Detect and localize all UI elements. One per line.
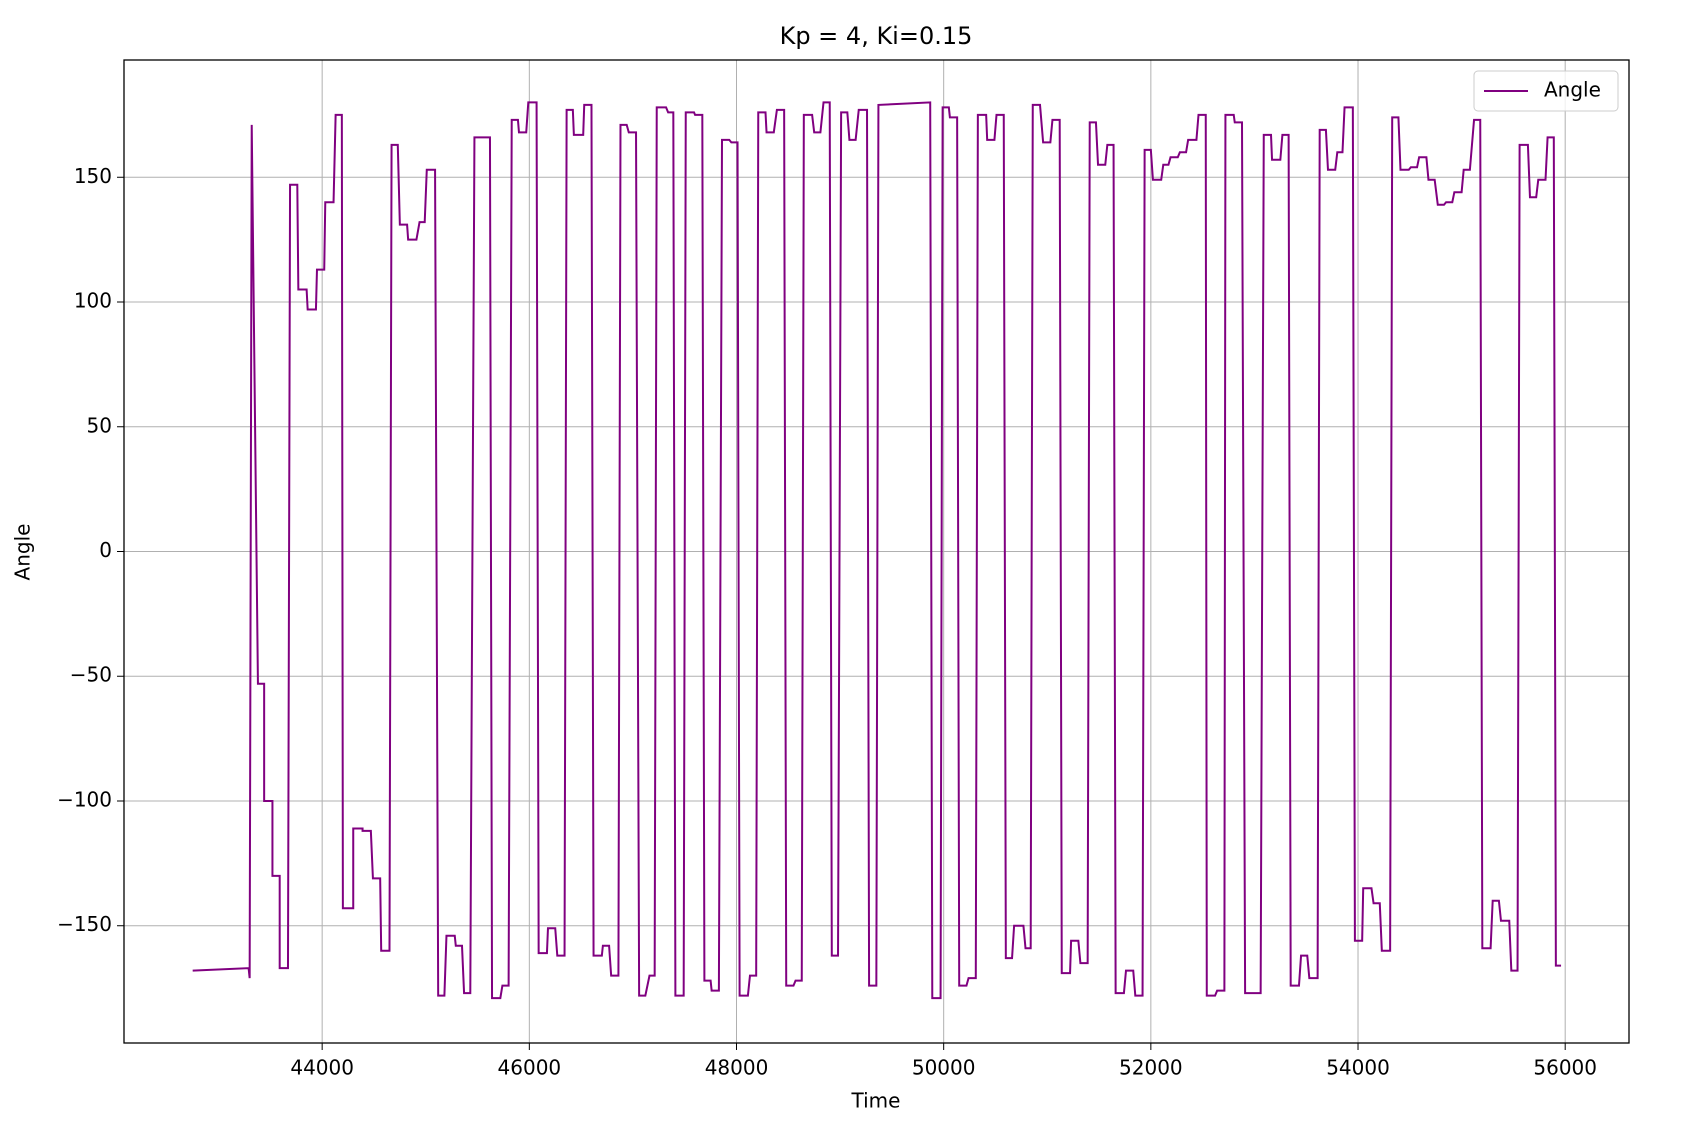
y-tick-label: 100 (74, 289, 112, 313)
y-tick-label: −50 (70, 663, 112, 687)
x-tick-label: 52000 (1119, 1056, 1183, 1080)
y-axis-label: Angle (11, 524, 35, 581)
x-tick-label: 48000 (705, 1056, 769, 1080)
x-tick-label: 50000 (912, 1056, 976, 1080)
x-tick-label: 46000 (498, 1056, 562, 1080)
x-tick-label: 54000 (1326, 1056, 1390, 1080)
y-tick-label: 150 (74, 164, 112, 188)
y-tick-label: 50 (87, 413, 112, 437)
legend-box (1473, 70, 1619, 112)
x-tick-label: 44000 (290, 1056, 354, 1080)
x-tick-label: 56000 (1533, 1056, 1597, 1080)
x-axis-label: Time (851, 1089, 901, 1113)
y-tick-label: −150 (57, 912, 112, 936)
plot-frame (123, 59, 1630, 1044)
y-tick-label: 0 (99, 538, 112, 562)
legend-label: Angle (1544, 78, 1601, 102)
chart-title: Kp = 4, Ki=0.15 (780, 22, 973, 50)
data-line (192, 101, 1562, 1000)
y-tick-label: −100 (57, 787, 112, 811)
